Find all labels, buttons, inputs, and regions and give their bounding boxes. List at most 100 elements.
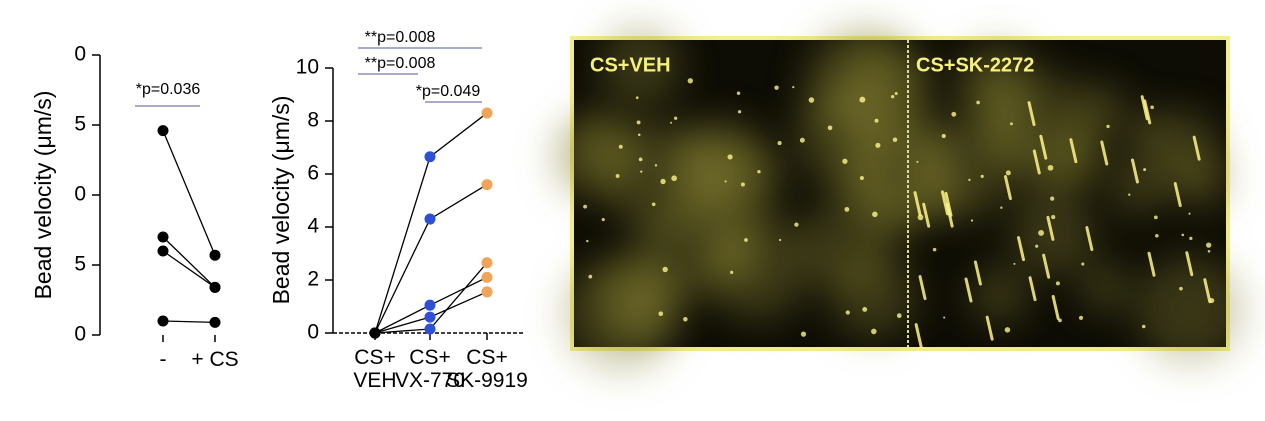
speck [943, 316, 946, 319]
data-point [481, 271, 493, 283]
speck [941, 133, 946, 139]
speck [586, 239, 589, 243]
significance-label: **p=0.008 [365, 55, 436, 72]
speck [1010, 122, 1013, 126]
speck [1005, 170, 1011, 176]
speck [916, 160, 919, 163]
data-point [481, 179, 493, 191]
bead-track [973, 260, 982, 286]
bead-track [1032, 149, 1041, 175]
bead-track [1027, 101, 1036, 127]
speck [1004, 327, 1011, 333]
speck [777, 141, 782, 146]
speck [1128, 193, 1131, 196]
background-haze [550, 24, 1245, 373]
speck [737, 110, 742, 114]
y-tick-label: 4 [307, 215, 319, 238]
y-tick-label: 8 [307, 109, 319, 132]
speck [730, 270, 734, 274]
x-tick-label-line: SK-9919 [446, 369, 528, 392]
haze-blob [970, 265, 1029, 324]
x-tick-label: CS+ VX-770 [395, 346, 465, 392]
x-tick-label-line: CS+ [466, 346, 507, 369]
speck [1035, 244, 1039, 248]
speck [774, 85, 779, 90]
speck [1000, 206, 1003, 209]
speck [601, 218, 605, 222]
speck [736, 91, 741, 95]
bead-track [913, 191, 922, 217]
speck [779, 238, 782, 242]
x-tick-label: + CS [191, 348, 238, 371]
y-tick-label: 5 [74, 253, 86, 276]
bead-track [1203, 278, 1212, 304]
speck [800, 331, 807, 337]
speck [892, 137, 898, 143]
bead-track [1147, 251, 1156, 277]
speck [1189, 236, 1193, 241]
bead-track [1100, 140, 1109, 166]
speck [671, 175, 677, 182]
data-point [157, 245, 169, 257]
haze-blob [609, 280, 669, 340]
speck [635, 96, 639, 100]
speck [1013, 262, 1016, 265]
speck [844, 206, 850, 212]
bead-specks [583, 78, 1215, 349]
data-point [209, 249, 221, 261]
speck [1150, 105, 1154, 110]
haze-blob [550, 113, 638, 201]
bead-track [1069, 138, 1078, 164]
data-point [481, 257, 493, 269]
speck [724, 180, 727, 183]
bead-track [1143, 99, 1152, 125]
data-point [157, 125, 169, 137]
data-point [157, 315, 169, 327]
speck [740, 182, 745, 187]
haze-blob [1108, 157, 1168, 217]
haze-blob [675, 118, 771, 214]
speck [638, 157, 643, 162]
haze-blob [599, 24, 683, 108]
speck [1181, 233, 1185, 237]
bead-track [964, 277, 973, 303]
pair-line [162, 236, 216, 288]
speck [890, 94, 895, 99]
data-point [424, 323, 436, 335]
x-tick-label: - [160, 348, 167, 371]
x-tick-label: CS+ SK-9919 [446, 346, 528, 392]
speck [637, 133, 641, 136]
speck [662, 266, 668, 273]
speck [1050, 196, 1055, 201]
speck [862, 306, 868, 312]
bead-track [1051, 294, 1060, 320]
speck [874, 118, 879, 123]
speck [1207, 249, 1211, 253]
speck [970, 219, 974, 222]
data-point [369, 327, 381, 339]
speck [1155, 234, 1159, 238]
speck [951, 111, 957, 117]
bead-track [1028, 276, 1037, 302]
speck [658, 311, 664, 317]
speck [1055, 281, 1060, 286]
speck [845, 310, 850, 315]
speck [588, 274, 593, 279]
bead-track [1085, 226, 1094, 252]
bead-track [922, 202, 931, 228]
speck [976, 100, 980, 105]
y-axis-label: Bead velocity (μm/s) [30, 91, 56, 300]
bead-track [944, 191, 953, 217]
speck [1188, 212, 1191, 215]
speck [794, 222, 799, 227]
haze-blob [1135, 255, 1245, 365]
speck [1141, 324, 1146, 329]
bead-track [914, 323, 923, 349]
pair-line [374, 184, 488, 334]
image-label: CS+SK-2272 [916, 54, 1034, 76]
y-tick-label: 0 [74, 43, 86, 66]
data-point [424, 311, 436, 323]
x-tick-label: CS+ VEH [353, 346, 396, 392]
bead-track [940, 190, 949, 216]
y-tick-label: 0 [74, 183, 86, 206]
